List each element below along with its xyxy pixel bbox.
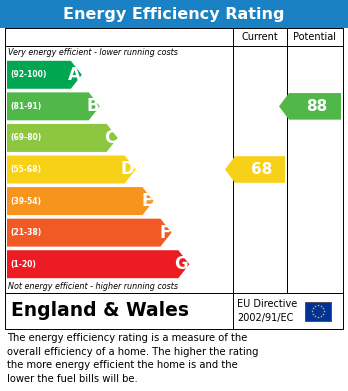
Text: B: B [86,97,99,115]
Bar [5,28,343,293]
Text: Very energy efficient - lower running costs: Very energy efficient - lower running co… [8,48,178,57]
Polygon shape [7,219,172,247]
Text: (39-54): (39-54) [10,197,41,206]
Polygon shape [7,61,82,89]
Text: E: E [141,192,152,210]
Text: F: F [159,224,171,242]
Polygon shape [7,92,100,120]
Text: D: D [121,160,135,179]
Text: Current: Current [242,32,278,42]
Text: (21-38): (21-38) [10,228,41,237]
Text: England & Wales: England & Wales [11,301,189,321]
Text: (55-68): (55-68) [10,165,41,174]
Polygon shape [7,187,153,215]
Text: Not energy efficient - higher running costs: Not energy efficient - higher running co… [8,282,178,291]
Polygon shape [7,124,118,152]
Polygon shape [7,250,189,278]
Text: 68: 68 [251,162,273,177]
Polygon shape [279,93,341,120]
Text: (92-100): (92-100) [10,70,46,79]
Bar [0,0,348,28]
Bar [305,301,331,321]
Text: (81-91): (81-91) [10,102,41,111]
Text: EU Directive
2002/91/EC: EU Directive 2002/91/EC [237,300,297,323]
Polygon shape [225,156,285,183]
Text: G: G [175,255,188,273]
Text: (1-20): (1-20) [10,260,36,269]
Text: Energy Efficiency Rating: Energy Efficiency Rating [63,7,285,22]
Text: C: C [104,129,117,147]
Text: (69-80): (69-80) [10,133,41,142]
Text: The energy efficiency rating is a measure of the
overall efficiency of a home. T: The energy efficiency rating is a measur… [7,333,259,384]
Text: A: A [68,66,81,84]
Polygon shape [7,156,136,183]
Bar [5,293,343,329]
Text: 88: 88 [306,99,327,114]
Text: Potential: Potential [293,32,337,42]
